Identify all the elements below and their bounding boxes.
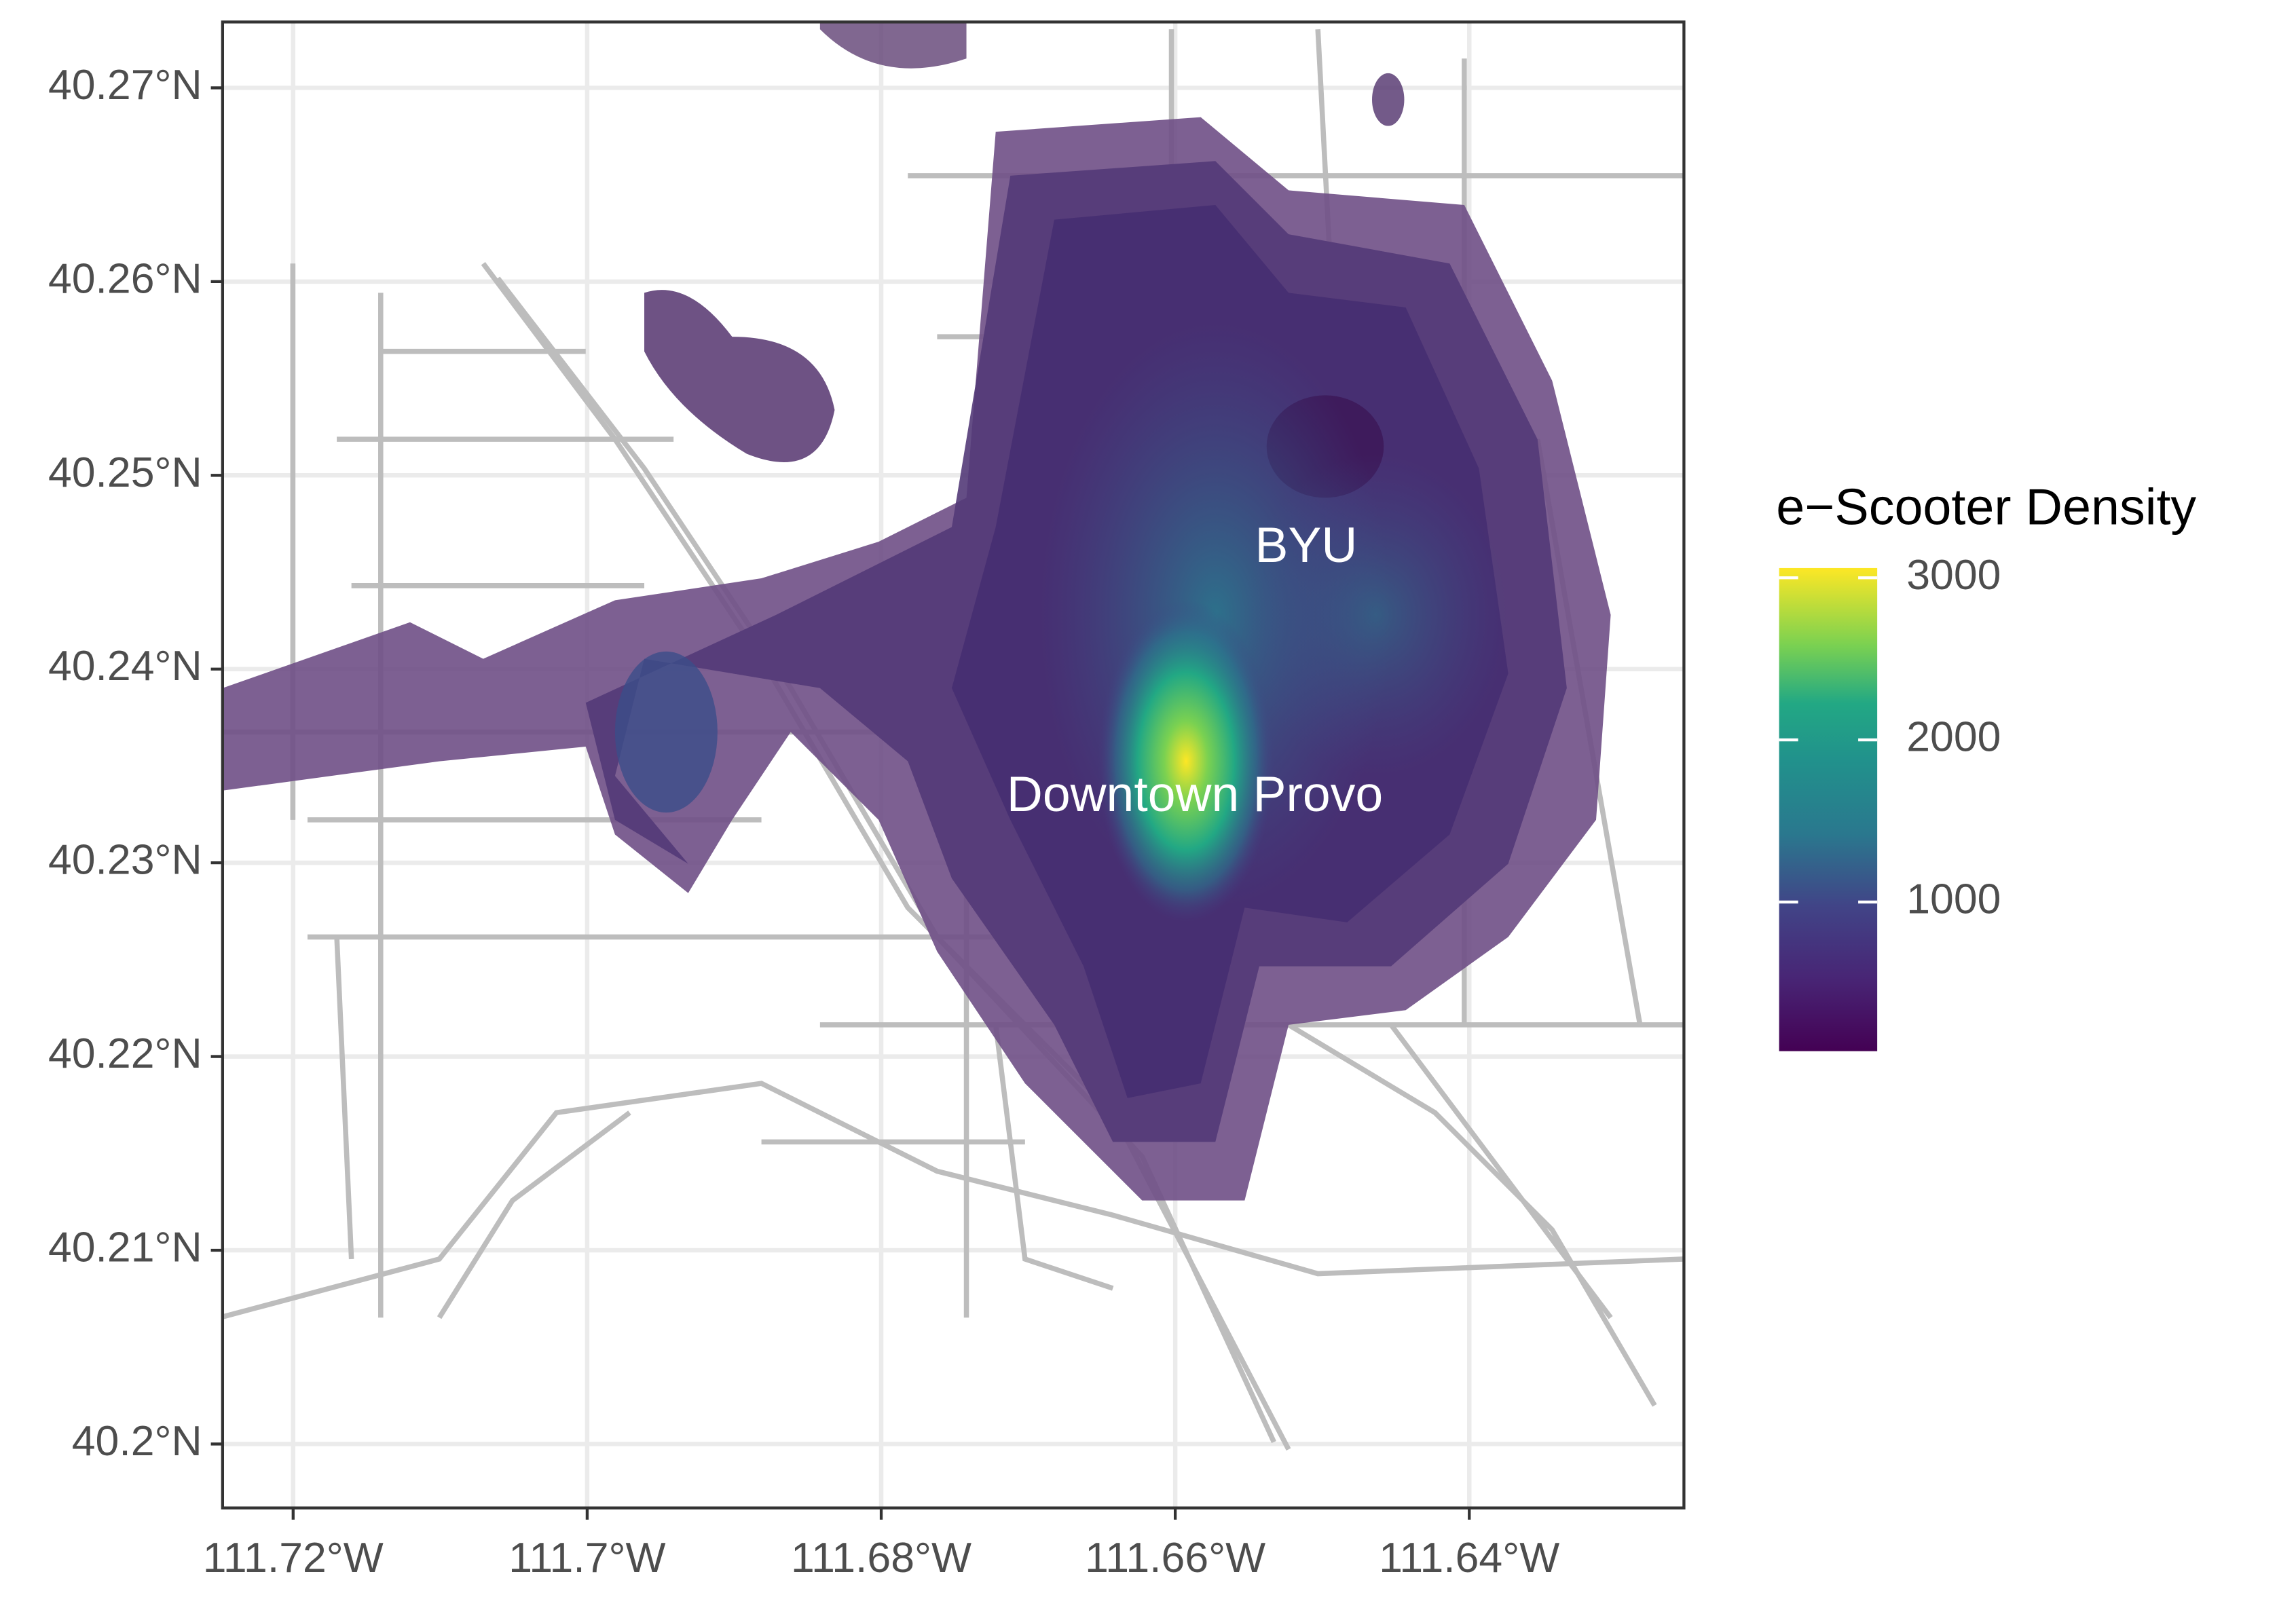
legend-title: e−Scooter Density: [1776, 479, 2196, 536]
x-tick-label: 111.7°W: [508, 1534, 665, 1581]
y-tick-label: 40.26°N: [48, 255, 202, 302]
road: [222, 1081, 1684, 1319]
legend-tick-label: 1000: [1906, 875, 2001, 922]
road: [222, 263, 1025, 1318]
road: [307, 348, 762, 823]
density-contour: [1372, 73, 1405, 126]
y-tick-label: 40.23°N: [48, 836, 202, 884]
y-tick-label: 40.21°N: [48, 1224, 202, 1271]
annotation: Downtown Provo: [1007, 766, 1383, 822]
x-tick-label: 111.68°W: [791, 1534, 971, 1581]
density-surface: [222, 22, 1611, 1201]
y-tick-label: 40.24°N: [48, 642, 202, 690]
y-tick-label: 40.2°N: [72, 1417, 202, 1465]
annotation: BYU: [1255, 517, 1358, 573]
y-tick-label: 40.22°N: [48, 1030, 202, 1077]
legend-tick-label: 2000: [1906, 713, 2001, 761]
density-contour: [819, 22, 967, 69]
density-peak: [1098, 600, 1274, 922]
density-contour: [614, 651, 718, 813]
density-contour: [644, 290, 835, 462]
x-tick-label: 111.72°W: [203, 1534, 384, 1581]
panel-border: [221, 20, 1686, 1510]
x-tick-label: 111.66°W: [1085, 1534, 1265, 1581]
road: [993, 1022, 1657, 1407]
legend-tick-label: 3000: [1906, 551, 2001, 599]
x-tick-label: 111.64°W: [1379, 1534, 1559, 1581]
y-tick-label: 40.27°N: [48, 61, 202, 109]
colorbar: [1779, 567, 1878, 1051]
density-contour: [1244, 453, 1508, 776]
y-tick-label: 40.25°N: [48, 449, 202, 496]
